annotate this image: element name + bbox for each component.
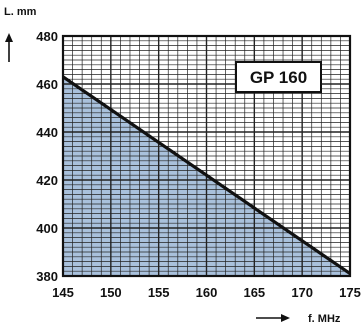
series-line [62, 75, 351, 275]
x-tick-label: 175 [339, 285, 361, 300]
y-tick-label: 400 [36, 221, 58, 236]
x-tick-labels: 145 150 155 160 165 170 175 [52, 285, 361, 300]
x-tick-label: 160 [196, 285, 218, 300]
x-tick-label: 155 [148, 285, 170, 300]
y-tick-labels: 380 400 420 440 460 480 [36, 29, 58, 284]
x-axis-arrow-icon [256, 314, 290, 322]
plot-frame-layer [61, 34, 352, 278]
y-tick-label: 380 [36, 269, 58, 284]
chart-title: GP 160 [250, 68, 307, 87]
x-axis-title: f. MHz [308, 313, 341, 325]
model-label-box: GP 160 [235, 61, 322, 93]
y-tick-label: 480 [36, 29, 58, 44]
plot-frame [61, 34, 352, 278]
y-tick-label: 420 [36, 173, 58, 188]
series-line-layer [62, 75, 351, 275]
y-axis-title: L. mm [4, 6, 37, 18]
x-tick-label: 145 [52, 285, 74, 300]
y-axis-arrow-icon [5, 33, 13, 62]
x-tick-label: 150 [100, 285, 122, 300]
y-tick-label: 440 [36, 125, 58, 140]
x-tick-label: 165 [243, 285, 265, 300]
y-tick-label: 460 [36, 77, 58, 92]
x-tick-label: 170 [291, 285, 313, 300]
